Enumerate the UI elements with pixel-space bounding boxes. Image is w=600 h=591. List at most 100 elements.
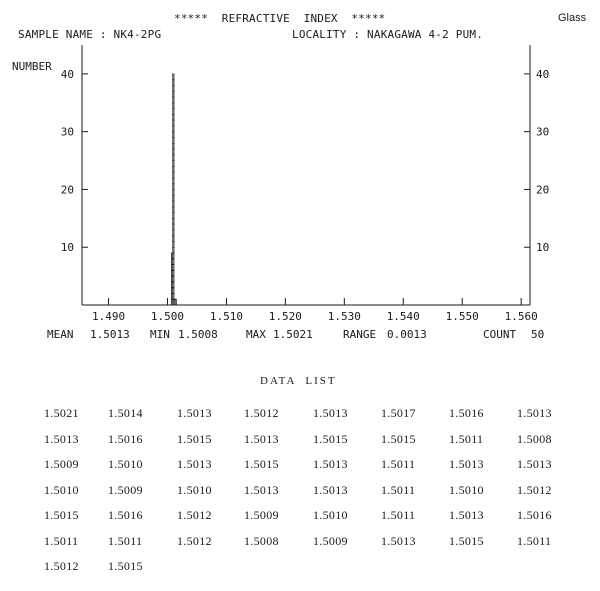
histogram-cell	[172, 212, 175, 219]
data-list-cell: 1.5015	[381, 431, 416, 446]
data-list-cell: 1.5011	[517, 533, 552, 548]
data-list-cell: 1.5010	[313, 508, 348, 522]
data-list-cell: 1.5015	[177, 431, 212, 446]
histogram-cell	[172, 96, 175, 104]
data-list-cell: 1.5011	[381, 457, 416, 471]
histogram-cell	[172, 281, 175, 289]
data-list-cell: 1.5011	[449, 431, 484, 446]
x-tick-label: 1.530	[328, 310, 361, 323]
histogram-cell	[172, 293, 175, 300]
x-tick-label: 1.520	[269, 310, 302, 323]
data-list-cell: 1.5013	[177, 406, 212, 420]
histogram-cell	[172, 113, 175, 121]
histogram-cell	[172, 223, 175, 231]
histogram-cell	[172, 217, 175, 225]
histogram-cell	[172, 165, 175, 173]
histogram-cell	[174, 298, 177, 306]
data-list-cell: 1.5013	[313, 457, 348, 471]
min-label: MIN	[150, 328, 170, 341]
data-list-cell: 1.5015	[108, 559, 143, 573]
data-list-cell: 1.5012	[44, 559, 79, 573]
locality: LOCALITY : NAKAGAWA 4-2 PUM.	[292, 28, 484, 41]
histogram-cell	[172, 206, 175, 213]
histogram-cell	[172, 287, 175, 294]
histogram-cell	[172, 108, 175, 115]
data-list-cell: 1.5017	[381, 406, 416, 420]
histogram-cell	[172, 85, 175, 92]
histogram-cell	[172, 194, 175, 202]
y-axis-label: NUMBER	[12, 60, 52, 73]
histogram-cell	[172, 235, 175, 242]
data-list-cell: 1.5011	[381, 508, 416, 522]
data-list-cell: 1.5012	[517, 482, 552, 497]
mean-value: 1.5013	[90, 328, 130, 341]
histogram-cell	[172, 160, 175, 167]
data-list-cell: 1.5015	[449, 533, 484, 548]
data-list-cell: 1.5015	[313, 431, 348, 446]
data-list-cell: 1.5013	[517, 457, 552, 471]
data-list-cell: 1.5009	[44, 457, 79, 471]
data-list-cell: 1.5013	[313, 482, 348, 497]
histogram-cell	[172, 258, 175, 265]
histogram-cell	[172, 200, 175, 208]
data-list-cell: 1.5013	[449, 508, 484, 522]
histogram-cell	[172, 246, 175, 254]
histogram-bar	[174, 298, 177, 306]
data-list-cell: 1.5010	[449, 482, 484, 497]
histogram-cell	[172, 264, 175, 271]
data-list-cell: 1.5013	[244, 482, 279, 497]
data-list-cell: 1.5011	[44, 533, 79, 548]
data-list-cell: 1.5009	[313, 533, 348, 548]
histogram-cell	[172, 79, 175, 86]
histogram-cell	[172, 137, 175, 144]
y-tick-label-right: 40	[536, 68, 549, 81]
y-tick-label-right: 20	[536, 183, 549, 196]
histogram-cell	[172, 229, 175, 237]
data-list-cell: 1.5013	[44, 431, 79, 446]
histogram-cell	[172, 252, 175, 260]
mean-label: MEAN	[47, 328, 74, 341]
data-list-cell: 1.5014	[108, 406, 143, 420]
histogram-bar	[172, 73, 175, 306]
range-label: RANGE	[343, 328, 377, 341]
y-tick-label-left: 40	[61, 68, 74, 81]
x-tick-label: 1.490	[92, 310, 125, 323]
histogram-cell	[172, 177, 175, 185]
data-list-cell: 1.5015	[244, 457, 279, 471]
x-tick-label: 1.540	[387, 310, 420, 323]
histogram-cell	[172, 269, 175, 277]
histogram-cell	[172, 148, 175, 156]
chart-title: ***** REFRACTIVE INDEX *****	[174, 12, 386, 25]
y-tick-label-left: 30	[61, 126, 74, 139]
x-tick-label: 1.560	[505, 310, 538, 323]
max-label: MAX	[246, 328, 266, 341]
histogram-cell	[172, 73, 175, 81]
y-tick-label-left: 10	[61, 241, 74, 254]
y-tick-label-right: 30	[536, 126, 549, 139]
histogram-chart: NUMBER 10 10 20 20 30 30 40 40 1.490 1.500 1.510 1.5…	[12, 45, 549, 323]
data-list-cell: 1.5016	[108, 431, 143, 446]
data-list-cell: 1.5013	[177, 457, 212, 471]
histogram-cell	[172, 90, 175, 98]
histogram-cell	[172, 171, 175, 179]
histogram-cell	[172, 183, 175, 190]
data-list-cell: 1.5016	[449, 406, 484, 420]
histogram-cell	[172, 125, 175, 133]
data-list-cell: 1.5016	[517, 508, 552, 522]
histogram-cell	[172, 142, 175, 150]
data-list-cell: 1.5011	[381, 482, 416, 497]
range-value: 0.0013	[387, 328, 427, 341]
x-tick-label: 1.550	[446, 310, 479, 323]
histogram-cell	[172, 119, 175, 127]
data-list-cell: 1.5008	[244, 533, 279, 548]
data-list-cell: 1.5010	[44, 482, 79, 497]
sample-name: SAMPLE NAME : NK4-2PG	[18, 28, 162, 41]
data-list-cell: 1.5013	[517, 406, 552, 420]
data-list-cell: 1.5015	[44, 508, 79, 522]
data-list-cell: 1.5013	[313, 406, 348, 420]
data-list-cell: 1.5010	[177, 482, 212, 497]
data-list-cell: 1.5011	[108, 533, 143, 548]
data-list-title: DATA LIST	[260, 375, 337, 387]
data-list-cell: 1.5012	[244, 406, 279, 420]
data-list-cell: 1.5013	[244, 431, 279, 446]
